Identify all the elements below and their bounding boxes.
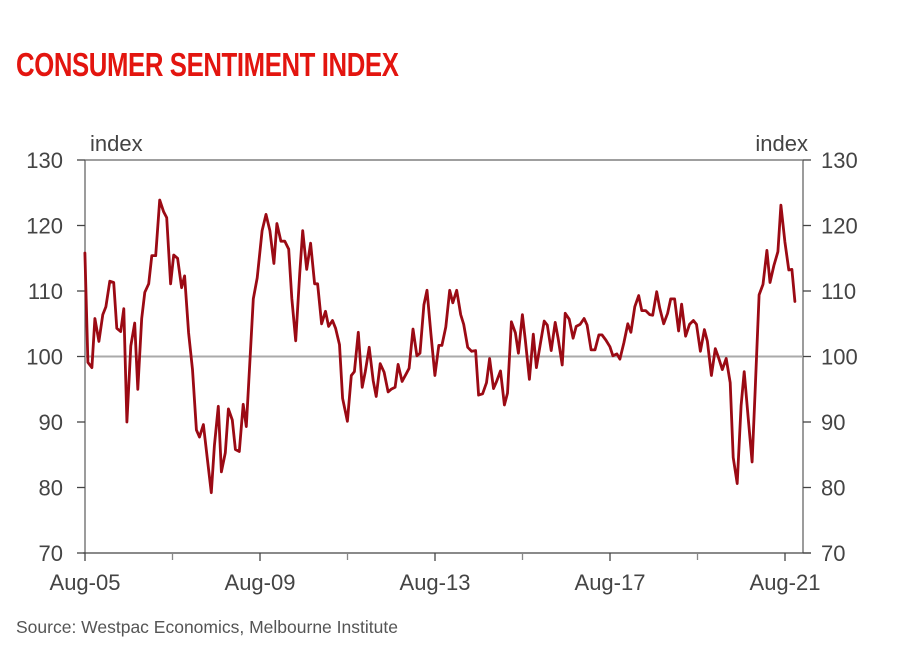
left-y-tick-label: 90 (39, 410, 63, 435)
x-tick-label: Aug-09 (225, 570, 296, 595)
tick-labels: 70 70 80 80 90 90 100 100 110 110 120 120 130 130 inde… (26, 131, 857, 595)
right-y-tick-label: 100 (821, 345, 858, 370)
right-y-tick-label: 120 (821, 214, 858, 239)
source-note: Source: Westpac Economics, Melbourne Ins… (16, 617, 398, 637)
right-y-tick-label: 80 (821, 476, 845, 501)
x-tick-label: Aug-21 (750, 570, 821, 595)
x-tick-label: Aug-17 (575, 570, 646, 595)
series-group (83, 198, 797, 495)
left-y-tick-label: 110 (28, 279, 63, 304)
x-tick-label: Aug-13 (400, 570, 471, 595)
right-unit-label: index (755, 131, 808, 156)
chart-title: CONSUMER SENTIMENT INDEX (16, 46, 399, 83)
x-tick-label: Aug-05 (50, 570, 121, 595)
right-y-tick-label: 90 (821, 410, 845, 435)
axes (77, 159, 811, 561)
left-y-tick-label: 130 (26, 148, 63, 173)
right-y-tick-label: 110 (821, 279, 856, 304)
right-y-tick-label: 70 (821, 541, 845, 566)
left-y-tick-label: 120 (26, 214, 63, 239)
left-y-tick-label: 70 (39, 541, 63, 566)
left-y-tick-label: 100 (26, 345, 63, 370)
series-line-consumer-sentiment (83, 198, 797, 495)
left-y-tick-label: 80 (39, 476, 63, 501)
right-y-tick-label: 130 (821, 148, 858, 173)
left-unit-label: index (90, 131, 143, 156)
